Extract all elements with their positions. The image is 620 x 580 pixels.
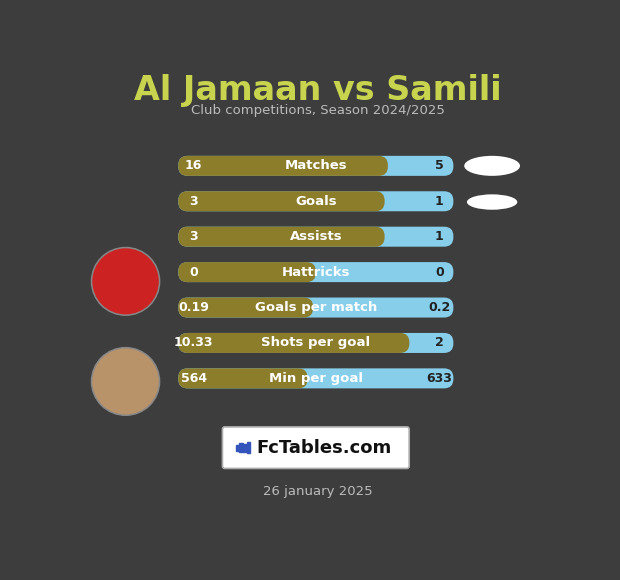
FancyBboxPatch shape (179, 298, 313, 317)
Text: FcTables.com: FcTables.com (256, 438, 391, 456)
Circle shape (93, 349, 158, 414)
Text: 0: 0 (435, 266, 444, 278)
Bar (239, 443, 242, 452)
Text: 3: 3 (190, 195, 198, 208)
FancyBboxPatch shape (223, 427, 409, 469)
Text: 10.33: 10.33 (174, 336, 213, 349)
FancyBboxPatch shape (179, 333, 453, 353)
Text: 2: 2 (435, 336, 444, 349)
Bar (247, 443, 250, 453)
Text: 5: 5 (435, 160, 444, 172)
Text: Hattricks: Hattricks (281, 266, 350, 278)
Text: 0.2: 0.2 (428, 301, 451, 314)
FancyBboxPatch shape (179, 262, 453, 282)
Text: Shots per goal: Shots per goal (261, 336, 370, 349)
FancyBboxPatch shape (179, 156, 388, 176)
Text: 0.19: 0.19 (179, 301, 209, 314)
FancyBboxPatch shape (179, 156, 453, 176)
Text: 26 january 2025: 26 january 2025 (263, 485, 373, 498)
Ellipse shape (467, 194, 517, 210)
FancyBboxPatch shape (179, 227, 453, 246)
Circle shape (93, 249, 158, 314)
Circle shape (92, 347, 160, 415)
FancyBboxPatch shape (179, 191, 453, 211)
FancyBboxPatch shape (179, 368, 308, 389)
FancyBboxPatch shape (179, 368, 453, 389)
Text: Goals per match: Goals per match (255, 301, 377, 314)
FancyBboxPatch shape (179, 298, 453, 317)
Text: Al Jamaan vs Samili: Al Jamaan vs Samili (134, 74, 502, 107)
Text: Goals: Goals (295, 195, 337, 208)
Text: Min per goal: Min per goal (269, 372, 363, 385)
Bar (236, 445, 239, 451)
Text: Assists: Assists (290, 230, 342, 243)
Text: 1: 1 (435, 195, 444, 208)
Text: 16: 16 (185, 160, 203, 172)
Text: 0: 0 (189, 266, 198, 278)
Text: Matches: Matches (285, 160, 347, 172)
Circle shape (92, 248, 160, 316)
FancyBboxPatch shape (179, 191, 384, 211)
Text: Club competitions, Season 2024/2025: Club competitions, Season 2024/2025 (191, 104, 445, 117)
Text: 633: 633 (427, 372, 453, 385)
FancyBboxPatch shape (179, 227, 384, 246)
Text: 564: 564 (180, 372, 207, 385)
Text: 1: 1 (435, 230, 444, 243)
FancyBboxPatch shape (179, 262, 316, 282)
Ellipse shape (464, 156, 520, 176)
FancyBboxPatch shape (179, 333, 409, 353)
Bar (243, 444, 246, 451)
Text: 3: 3 (190, 230, 198, 243)
